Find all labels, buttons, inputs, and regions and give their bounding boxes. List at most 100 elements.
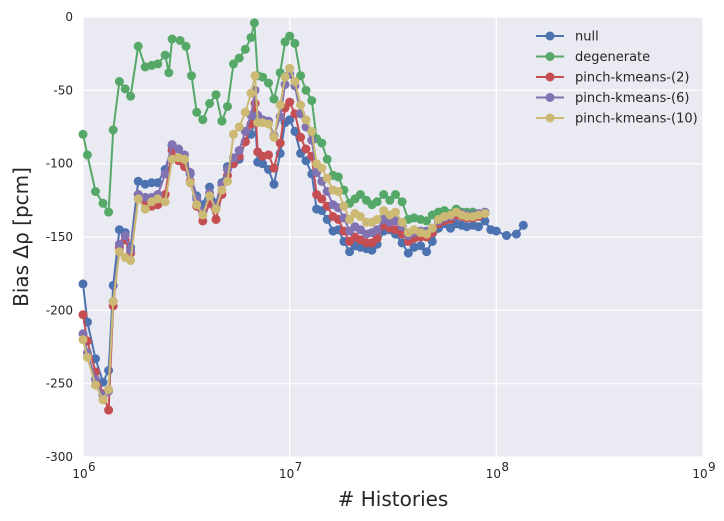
- y-tick-label: -150: [46, 230, 73, 244]
- data-point: [153, 194, 163, 204]
- data-point: [223, 102, 232, 111]
- data-point: [372, 214, 382, 224]
- data-point: [275, 100, 285, 110]
- data-point: [290, 126, 300, 136]
- x-tick-label: 10: [279, 467, 294, 481]
- data-point: [240, 107, 250, 117]
- x-tick-label: 10: [72, 467, 87, 481]
- data-point: [280, 72, 290, 82]
- x-tick-labels: 10 6 10 7 10 8 10 9: [72, 460, 715, 481]
- data-point: [133, 194, 143, 204]
- data-point: [192, 200, 202, 210]
- data-point: [104, 385, 114, 394]
- data-point: [422, 247, 432, 257]
- y-tick-label: 0: [65, 10, 73, 24]
- data-point: [185, 178, 195, 188]
- y-tick-labels: 0 -50 -100 -150 -200 -250 -300: [46, 10, 73, 464]
- data-point: [249, 18, 259, 28]
- data-point: [264, 78, 273, 88]
- data-point: [345, 214, 355, 224]
- data-point: [397, 197, 407, 207]
- data-point: [198, 115, 208, 125]
- data-point: [133, 176, 143, 186]
- data-point: [120, 84, 130, 94]
- y-tick-label: -100: [46, 157, 73, 171]
- data-point: [480, 209, 490, 218]
- data-point: [502, 231, 511, 240]
- data-point: [391, 190, 400, 199]
- data-point: [372, 197, 382, 207]
- data-point: [114, 77, 124, 86]
- data-point: [91, 380, 100, 390]
- y-tick-label: -300: [46, 450, 73, 464]
- data-point: [78, 279, 88, 289]
- data-point: [301, 85, 311, 95]
- y-tick-label: -250: [46, 377, 73, 391]
- data-point: [301, 115, 311, 125]
- data-point: [427, 223, 437, 233]
- data-point: [518, 220, 528, 230]
- data-point: [391, 207, 400, 217]
- data-point: [104, 405, 114, 415]
- data-point: [275, 138, 285, 148]
- data-point: [285, 31, 295, 41]
- data-point: [474, 222, 483, 232]
- data-point: [246, 88, 256, 98]
- data-point: [317, 163, 327, 173]
- data-point: [229, 129, 238, 139]
- data-point: [229, 59, 238, 69]
- data-point: [246, 33, 256, 42]
- data-point: [367, 245, 377, 255]
- data-point: [296, 132, 306, 142]
- legend-label: null: [575, 30, 599, 45]
- x-tick-label: 10: [486, 467, 501, 481]
- data-point: [181, 41, 191, 51]
- legend-label: degenerate: [575, 50, 650, 65]
- legend-label: pinch-kmeans-(2): [575, 71, 689, 86]
- data-point: [264, 150, 273, 160]
- y-tick-label: -200: [46, 303, 73, 317]
- x-tick-exponent: 6: [88, 460, 96, 474]
- data-point: [333, 187, 343, 196]
- data-point: [307, 96, 317, 106]
- legend-marker: [545, 93, 555, 102]
- data-point: [180, 154, 189, 164]
- legend-marker: [545, 113, 555, 123]
- data-point: [403, 248, 413, 258]
- data-point: [234, 122, 244, 132]
- data-point: [160, 169, 170, 179]
- data-point: [78, 310, 88, 320]
- data-point: [223, 165, 232, 174]
- data-point: [160, 50, 170, 60]
- legend-marker: [545, 52, 555, 61]
- legend-marker: [545, 72, 555, 82]
- data-point: [234, 146, 244, 155]
- data-point: [175, 36, 185, 45]
- data-point: [285, 63, 295, 73]
- data-point: [78, 129, 88, 139]
- data-point: [372, 225, 382, 235]
- data-point: [187, 71, 196, 81]
- data-point: [345, 247, 355, 257]
- data-point: [82, 150, 92, 160]
- data-point: [258, 159, 268, 169]
- data-point: [140, 192, 150, 202]
- data-point: [511, 229, 521, 239]
- data-point: [82, 352, 92, 362]
- data-point: [422, 216, 432, 226]
- data-point: [258, 72, 268, 82]
- data-point: [240, 44, 250, 54]
- data-point: [322, 173, 332, 183]
- x-tick-label: 10: [692, 467, 707, 481]
- data-point: [98, 395, 108, 405]
- data-point: [422, 229, 432, 239]
- data-point: [285, 97, 295, 107]
- data-point: [104, 207, 114, 217]
- data-point: [385, 195, 395, 205]
- data-point: [290, 38, 300, 48]
- data-point: [269, 94, 279, 104]
- y-axis-label: Bias Δρ [pcm]: [9, 167, 33, 307]
- y-tick-label: -50: [53, 83, 73, 97]
- data-point: [153, 178, 163, 188]
- x-tick-exponent: 9: [708, 460, 716, 474]
